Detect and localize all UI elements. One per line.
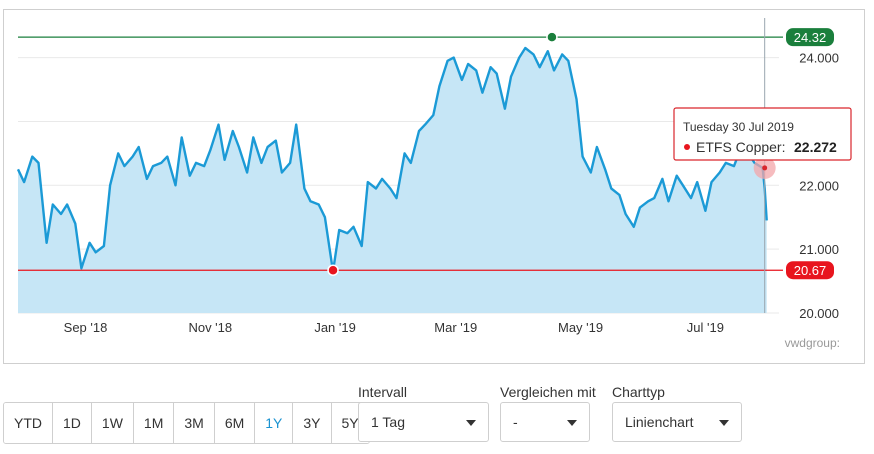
max-badge	[786, 28, 834, 47]
chevron-down-icon	[466, 420, 476, 426]
range-button-1d[interactable]: 1D	[53, 403, 92, 443]
tooltip: Tuesday 30 Jul 2019 ETFS Copper: 22.272	[673, 107, 852, 161]
interval-value: 1 Tag	[371, 414, 405, 430]
range-button-3m[interactable]: 3M	[174, 403, 215, 443]
x-tick-label: Sep '18	[64, 320, 108, 335]
compare-value: -	[513, 414, 518, 430]
series-area	[18, 48, 767, 313]
tooltip-bullet	[684, 144, 690, 150]
charttype-value: Linienchart	[625, 414, 694, 430]
compare-select[interactable]: -	[500, 402, 590, 442]
min-badge	[786, 261, 834, 280]
interval-select[interactable]: 1 Tag	[358, 402, 489, 442]
range-button-1y[interactable]: 1Y	[255, 403, 294, 443]
range-button-1m[interactable]: 1M	[133, 403, 175, 443]
x-tick-label: Jan '19	[314, 320, 356, 335]
interval-label: Intervall	[358, 384, 408, 400]
charttype-select[interactable]: Linienchart	[612, 402, 742, 442]
credit-text: vwdgroup:	[785, 336, 840, 350]
x-tick-label: Nov '18	[188, 320, 232, 335]
max-marker	[546, 31, 558, 43]
x-tick-label: May '19	[558, 320, 603, 335]
hover-point	[762, 165, 768, 171]
tooltip-box	[673, 107, 852, 161]
min-marker	[327, 264, 339, 276]
range-button-1w[interactable]: 1W	[91, 403, 134, 443]
range-button-6m[interactable]: 6M	[214, 403, 256, 443]
x-tick-label: Mar '19	[434, 320, 477, 335]
series-line	[16, 46, 768, 273]
range-button-3y[interactable]: 3Y	[293, 403, 332, 443]
min-value: 20.67	[794, 263, 827, 278]
charttype-label: Charttyp	[612, 384, 665, 400]
chevron-down-icon	[567, 420, 577, 426]
y-tick-label: 24.000	[799, 51, 839, 66]
tooltip-date: Tuesday 30 Jul 2019	[683, 120, 794, 134]
time-range-selector: YTD 1D 1W 1M 3M 6M 1Y 3Y 5Y	[3, 402, 370, 444]
tooltip-value: 22.272	[794, 139, 837, 155]
y-tick-label: 22.000	[799, 178, 839, 193]
max-value: 24.32	[794, 30, 827, 45]
range-button-ytd[interactable]: YTD	[4, 403, 53, 443]
y-tick-label: 20.000	[799, 306, 839, 321]
chevron-down-icon	[719, 420, 729, 426]
compare-label: Vergleichen mit	[500, 384, 596, 400]
x-tick-label: Jul '19	[687, 320, 724, 335]
tooltip-series-label: ETFS Copper:	[696, 139, 785, 155]
chart-controls: YTD 1D 1W 1M 3M 6M 1Y 3Y 5Y Intervall 1 Tag Verg…	[0, 372, 874, 454]
y-tick-label: 21.000	[799, 242, 839, 257]
